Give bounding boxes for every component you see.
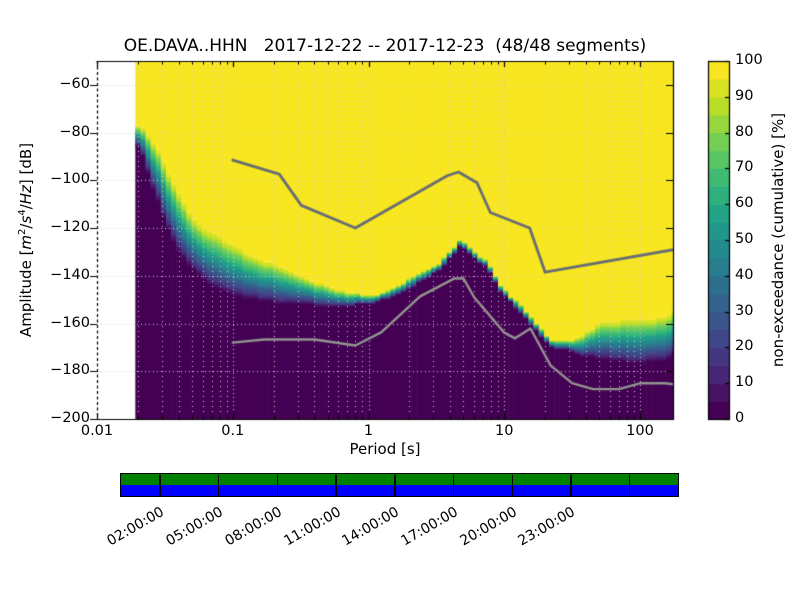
y-tick-label: −180 (50, 362, 90, 379)
coverage-window-blue-row (121, 485, 678, 496)
x-tick-label: 1 (363, 423, 374, 439)
colorbar-tick-label: 10 (735, 374, 754, 391)
x-tick-label: 0.1 (221, 423, 245, 439)
colorbar-tick-label: 100 (735, 52, 763, 68)
coverage-tick (159, 474, 161, 496)
colorbar-tick-label: 40 (735, 266, 754, 283)
colorbar-tick-label: 20 (735, 338, 754, 355)
y-tick-label: −100 (50, 171, 90, 188)
x-tick-label: 100 (626, 423, 654, 439)
coverage-tick (217, 474, 220, 496)
y-tick-label: −60 (59, 75, 90, 92)
y-tick-label: −80 (59, 123, 90, 140)
colorbar-tick-label: 80 (735, 123, 754, 140)
coverage-tick (629, 474, 631, 496)
coverage-tick (570, 474, 572, 496)
colorbar-tick-label: 90 (735, 87, 754, 104)
colorbar-tick-label: 50 (735, 231, 754, 247)
y-axis-label-m: m (17, 234, 35, 250)
y-tick-label: −140 (50, 266, 90, 283)
coverage-tick (394, 474, 396, 496)
x-axis-label: Period [s] (349, 440, 421, 458)
coverage-tick (335, 474, 337, 496)
y-axis-label-sup2: 2 (17, 228, 28, 235)
colorbar-tick-label: 60 (735, 195, 754, 212)
y-tick-label: −160 (50, 314, 90, 331)
colorbar-tick-label: 30 (735, 302, 754, 319)
y-axis-label-sup4: 4 (17, 209, 28, 216)
coverage-bar (120, 473, 679, 497)
coverage-tick (276, 474, 279, 496)
figure-title: OE.DAVA..HHN 2017-12-22 -- 2017-12-23 (4… (123, 36, 647, 56)
y-axis-label-hz: Hz (17, 185, 35, 205)
coverage-tick (452, 474, 455, 496)
x-tick-label: 10 (495, 423, 514, 439)
coverage-tick (511, 474, 513, 496)
colorbar-tick-label: 70 (735, 159, 754, 176)
y-tick-label: −200 (50, 410, 90, 426)
y-tick-label: −120 (50, 219, 90, 236)
coverage-segments-green-row (121, 474, 678, 485)
y-axis-label-slash2: / (17, 204, 35, 210)
x-tick-label: 0.01 (80, 423, 114, 439)
colorbar-tick-label: 0 (735, 410, 745, 426)
